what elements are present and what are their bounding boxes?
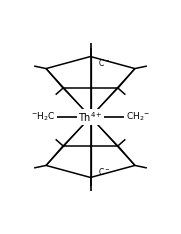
Text: $\mathregular{C^-}$: $\mathregular{C^-}$ <box>98 166 110 177</box>
Text: $\mathregular{C^-}$: $\mathregular{C^-}$ <box>98 57 110 68</box>
Text: $\mathregular{Th^{4+}}$: $\mathregular{Th^{4+}}$ <box>78 110 103 124</box>
Text: $\mathregular{CH_2{}^{-}}$: $\mathregular{CH_2{}^{-}}$ <box>126 111 150 123</box>
Text: $\mathregular{{}^{-}H_2C}$: $\mathregular{{}^{-}H_2C}$ <box>31 111 55 123</box>
